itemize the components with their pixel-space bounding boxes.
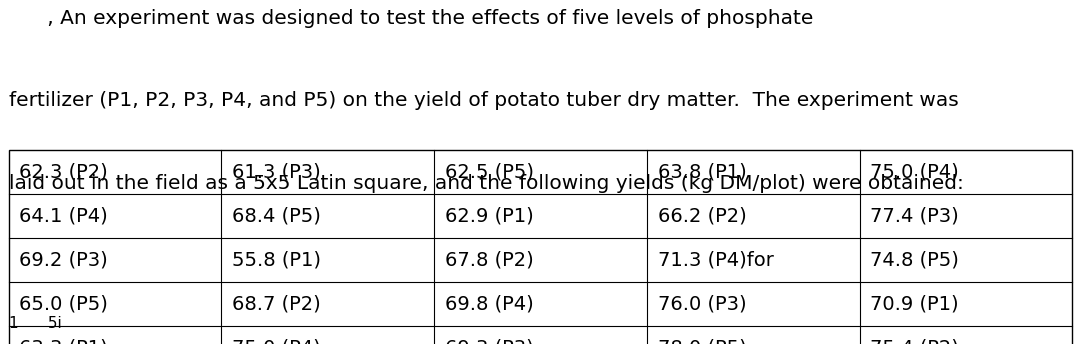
Text: 64.1 (P4): 64.1 (P4) — [19, 206, 108, 225]
Text: 61.3 (P3): 61.3 (P3) — [232, 162, 321, 181]
Text: 63.8 (P1): 63.8 (P1) — [658, 162, 746, 181]
Text: 68.7 (P2): 68.7 (P2) — [232, 294, 321, 313]
Text: fertilizer (P1, P2, P3, P4, and P5) on the yield of potato tuber dry matter.  Th: fertilizer (P1, P2, P3, P4, and P5) on t… — [9, 91, 958, 110]
Text: 68.4 (P5): 68.4 (P5) — [232, 206, 321, 225]
Text: , An experiment was designed to test the effects of five levels of phosphate: , An experiment was designed to test the… — [9, 9, 813, 28]
Text: 76.0 (P3): 76.0 (P3) — [658, 294, 746, 313]
Text: 75.4 (P2): 75.4 (P2) — [870, 338, 959, 344]
Text: 69.2 (P3): 69.2 (P3) — [19, 250, 108, 269]
Text: 74.8 (P5): 74.8 (P5) — [870, 250, 959, 269]
Text: 62.3 (P2): 62.3 (P2) — [19, 162, 108, 181]
Text: 1      5i: 1 5i — [9, 316, 62, 331]
Text: 75.0 (P4): 75.0 (P4) — [870, 162, 959, 181]
Text: 75.0 (P4): 75.0 (P4) — [232, 338, 321, 344]
Text: 67.8 (P2): 67.8 (P2) — [445, 250, 534, 269]
Text: 63.3 (P1): 63.3 (P1) — [19, 338, 108, 344]
Text: 71.3 (P4)for: 71.3 (P4)for — [658, 250, 773, 269]
Text: 62.9 (P1): 62.9 (P1) — [445, 206, 534, 225]
Text: 62.5 (P5): 62.5 (P5) — [445, 162, 534, 181]
Text: laid out in the field as a 5x5 Latin square, and the following yields (kg DM/plo: laid out in the field as a 5x5 Latin squ… — [9, 174, 963, 193]
Text: 66.2 (P2): 66.2 (P2) — [658, 206, 746, 225]
Text: 77.4 (P3): 77.4 (P3) — [870, 206, 959, 225]
Text: 65.0 (P5): 65.0 (P5) — [19, 294, 108, 313]
Text: 78.0 (P5): 78.0 (P5) — [658, 338, 746, 344]
Bar — [9, 150, 1072, 344]
Text: 69.8 (P4): 69.8 (P4) — [445, 294, 534, 313]
Text: 70.9 (P1): 70.9 (P1) — [870, 294, 959, 313]
Text: 69.3 (P3): 69.3 (P3) — [445, 338, 534, 344]
Text: 55.8 (P1): 55.8 (P1) — [232, 250, 321, 269]
